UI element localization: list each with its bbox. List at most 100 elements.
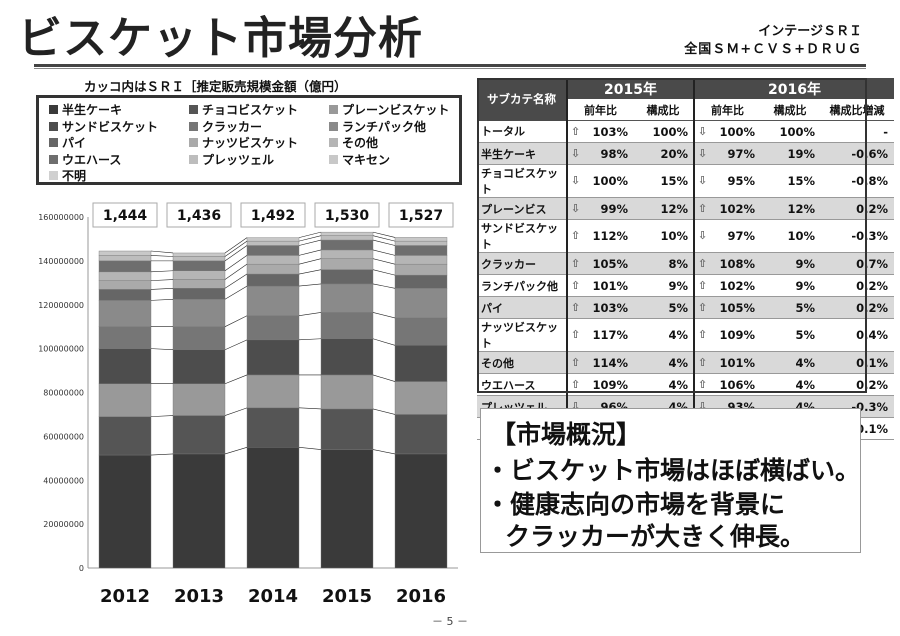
share-2016: 19%	[760, 142, 820, 165]
legend-item: その他	[329, 134, 378, 151]
yoy-2015: ⇩ 100%	[566, 164, 633, 198]
share-2016-value: 4%	[795, 355, 815, 370]
y-tick-label: 120000000	[38, 301, 84, 310]
arrow-up-icon: ⇧	[571, 229, 581, 242]
bar-segment	[98, 255, 152, 262]
table-row: トータル ⇧ 103% 100% ⇩ 100% 100% -	[477, 120, 894, 143]
x-tick-label: 2013	[174, 586, 224, 607]
arrow-up-icon: ⇧	[571, 256, 581, 270]
arrow-down-icon: ⇩	[698, 146, 708, 160]
series-connector	[150, 415, 174, 417]
legend-swatch	[189, 138, 198, 147]
legend-label: 半生ケーキ	[62, 103, 123, 117]
bar-segment	[246, 240, 300, 246]
share-2015: 5%	[633, 296, 694, 319]
bar-segment	[98, 348, 152, 384]
series-connector	[150, 298, 174, 301]
yoy-2015: ⇩ 98%	[566, 142, 633, 165]
legend-item: ウエハース	[49, 151, 121, 168]
bar-segment	[246, 237, 300, 242]
bar-segment	[98, 326, 152, 349]
bar-segment	[246, 255, 300, 265]
yoy-2016: ⇩ 97%	[693, 219, 760, 253]
table-row: ランチパック他 ⇧ 101% 9% ⇧ 102% 9% 0.2%	[477, 274, 894, 297]
table-header-2016: 2016年	[693, 78, 894, 99]
series-connector	[224, 263, 248, 280]
yoy-2015-value: 103%	[592, 124, 628, 139]
table-row: チョコビスケット ⇩ 100% 15% ⇩ 95% 15% -0.8%	[477, 164, 894, 198]
legend-swatch	[189, 154, 198, 164]
row-name-value: サンドビスケット	[481, 222, 558, 251]
share-2016-value: 12%	[787, 201, 815, 216]
series-connector	[224, 255, 248, 271]
yoy-2015-value: 103%	[592, 300, 628, 315]
share-diff-value: 0.2%	[856, 278, 888, 293]
yoy-2015-value: 109%	[592, 377, 628, 392]
yoy-2016-value: 106%	[719, 377, 755, 392]
bar-segment	[320, 408, 374, 450]
legend-label: クラッカー	[202, 119, 263, 134]
legend-label: ランチパック他	[342, 119, 427, 134]
row-name: プレーンビス	[477, 197, 567, 220]
bar-segment	[394, 317, 448, 346]
legend-swatch	[49, 121, 58, 131]
series-connector	[150, 270, 174, 273]
series-connector	[150, 287, 174, 290]
total-label: 1,527	[399, 208, 443, 224]
yoy-2016-value: 95%	[727, 174, 755, 188]
bar-segment	[172, 415, 226, 455]
share-diff: 0.2%	[820, 197, 894, 220]
legend-swatch	[329, 154, 338, 164]
yoy-2016-value: 102%	[719, 278, 755, 293]
share-diff-value: -	[883, 124, 888, 139]
y-tick-label: 100000000	[38, 345, 84, 354]
legend-label: マキセン	[342, 152, 391, 167]
row-name: クラッカー	[477, 252, 567, 275]
source-scope-label: 全国ＳＭ+ＣＶＳ+ＤＲＵＧ	[684, 42, 862, 57]
legend-swatch	[189, 121, 198, 131]
yoy-2016: ⇧ 108%	[693, 252, 760, 275]
row-name-value: クラッカー	[481, 257, 536, 271]
legend-item: サンドビスケット	[49, 118, 158, 135]
yoy-2016: ⇩ 100%	[693, 120, 760, 143]
title-rule-thin	[34, 68, 866, 69]
bar-segment	[320, 283, 374, 313]
share-diff-value: -0.8%	[851, 174, 888, 188]
series-connector	[224, 285, 248, 300]
y-tick-label: 160000000	[38, 213, 84, 222]
bar-segment	[394, 288, 448, 319]
bar-segment	[172, 383, 226, 416]
series-connector	[298, 283, 322, 287]
row-name-value: 半生ケーキ	[481, 147, 536, 161]
share-2016-value: 5%	[795, 328, 815, 342]
bar-segment	[320, 338, 374, 376]
bar-segment	[320, 235, 374, 241]
table-row: サンドビスケット ⇧ 112% 10% ⇩ 97% 10% -0.3%	[477, 219, 894, 253]
bar-segment	[320, 374, 374, 410]
bar-segment	[320, 231, 374, 236]
row-name-value: ランチパック他	[481, 279, 558, 293]
yoy-2015-value: 100%	[592, 174, 628, 188]
bar-segment	[246, 447, 300, 569]
bar-segment	[394, 240, 448, 246]
summary-point-1: ・ビスケット市場はほぼ横ばい。	[485, 456, 861, 485]
series-connector	[150, 453, 174, 456]
total-label-box	[314, 202, 380, 228]
share-2015: 4%	[633, 351, 694, 374]
share-diff: -0.8%	[820, 164, 894, 198]
bar-segment	[394, 453, 448, 569]
share-2015: 10%	[633, 219, 694, 253]
series-connector	[372, 249, 396, 256]
series-connector	[224, 240, 248, 257]
series-connector	[224, 374, 248, 385]
bar-segment	[98, 300, 152, 327]
share-diff-value: 0.2%	[856, 201, 888, 216]
series-connector	[298, 447, 322, 450]
yoy-2016-value: 101%	[719, 355, 755, 370]
legend-label: パイ	[62, 136, 87, 150]
bar-segment	[320, 258, 374, 270]
yoy-2015-value: 105%	[592, 256, 628, 271]
share-2016: 12%	[760, 197, 820, 220]
share-2015: 100%	[633, 120, 694, 143]
table-subheader-diff: 構成比増減	[820, 99, 894, 121]
